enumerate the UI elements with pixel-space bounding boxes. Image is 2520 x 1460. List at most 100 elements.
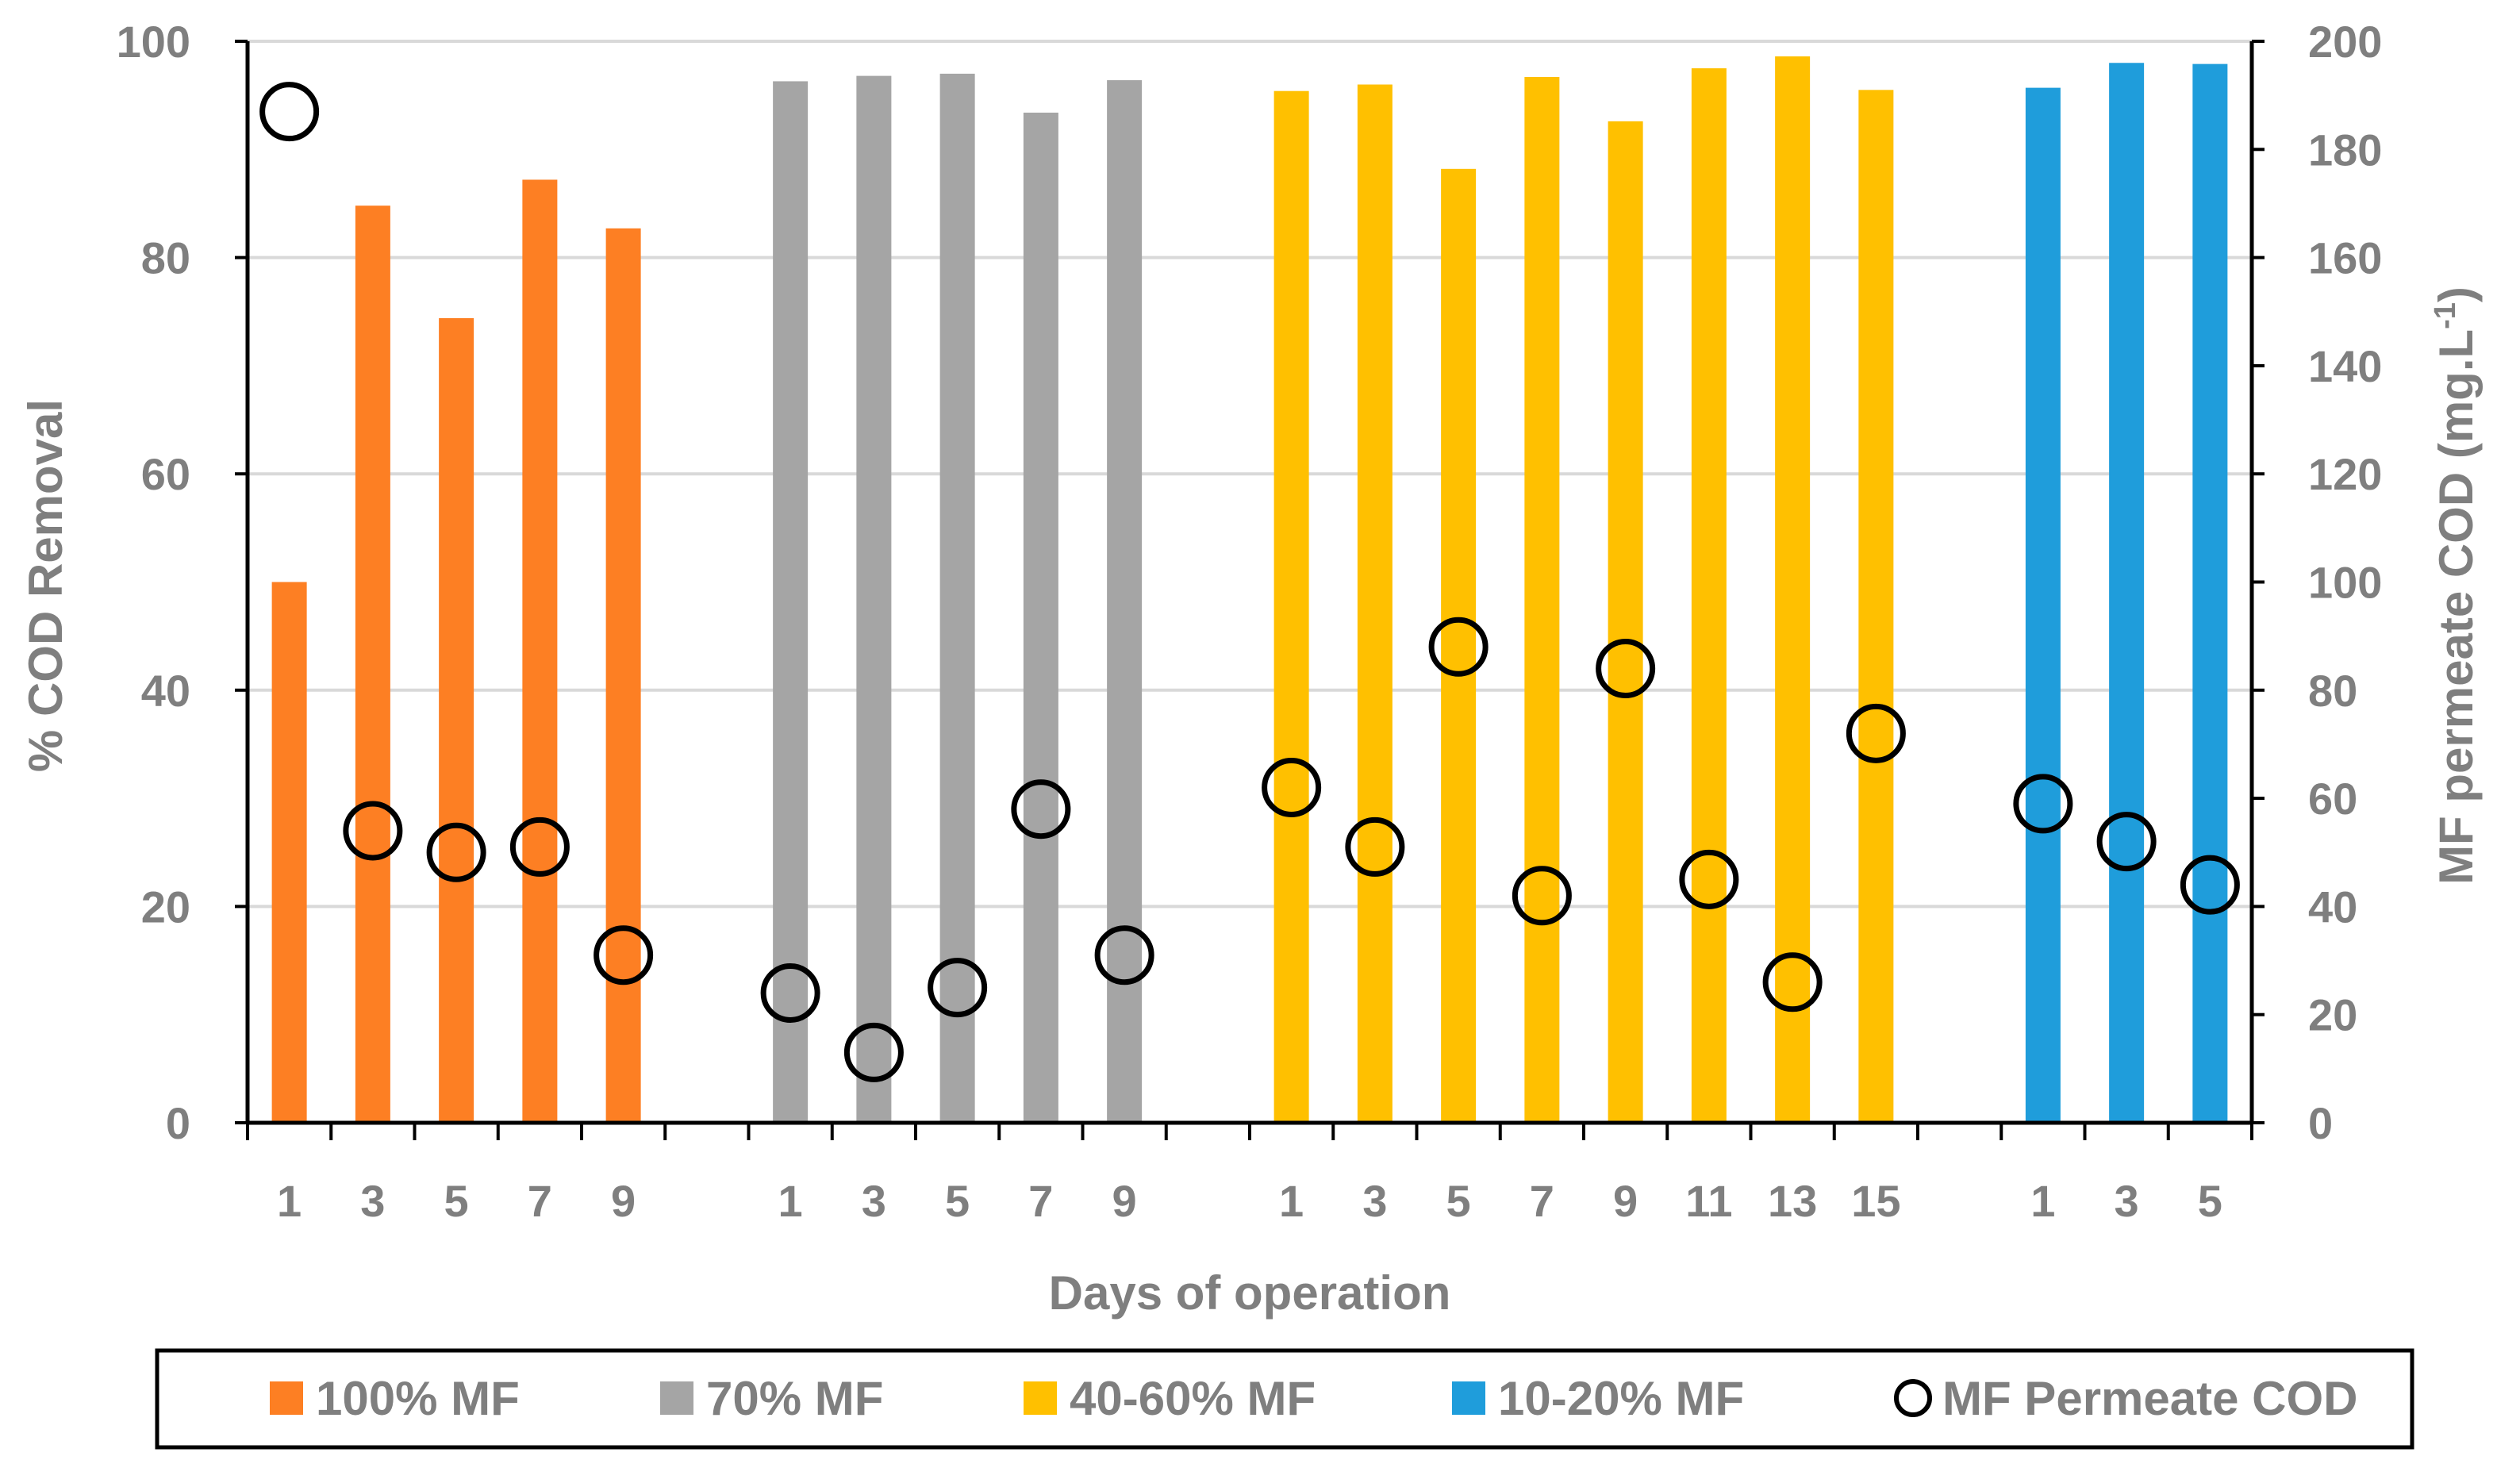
- legend-swatch: [1452, 1381, 1485, 1415]
- permeate-cod-point: [760, 962, 820, 1023]
- gridlines: [248, 40, 2252, 909]
- x-tick-label: 9: [1112, 1176, 1137, 1226]
- x-tick-label: 5: [2198, 1176, 2222, 1226]
- bar: [439, 317, 474, 1124]
- legend-label: MF Permeate COD: [1942, 1372, 2357, 1425]
- legend-marker: [1894, 1379, 1932, 1417]
- y2-tick-label: 60: [2308, 774, 2357, 824]
- bar: [1023, 112, 1058, 1123]
- x-tick-label: 7: [528, 1176, 552, 1226]
- bar: [271, 582, 307, 1123]
- permeate-cod-point: [1262, 757, 1322, 817]
- legend-label: 10-20% MF: [1498, 1372, 1744, 1425]
- bars-group: [271, 56, 2228, 1124]
- x-tick-label: 3: [1362, 1176, 1387, 1226]
- x-tick-label: 3: [862, 1176, 886, 1226]
- permeate-cod-point: [509, 816, 570, 877]
- x-tick-labels: 1 3 5 7 9 1 3 5 7 9 1 3 5 7 9 11 13 15 1 3 5: [277, 1176, 2222, 1226]
- y-tick-label: 60: [141, 449, 190, 499]
- bar: [1273, 90, 1309, 1123]
- permeate-cod-point: [1094, 925, 1154, 986]
- bar: [522, 179, 558, 1124]
- y-tick-label: 20: [141, 882, 190, 932]
- legend-swatch: [270, 1381, 303, 1415]
- bar: [2025, 87, 2061, 1123]
- legend: 100% MF 70% MF 40-60% MF 10-20% MF MF Permea…: [270, 1372, 2357, 1425]
- x-tick-label: 9: [611, 1176, 636, 1226]
- permeate-cod-point: [2096, 812, 2157, 872]
- permeate-cod-point: [259, 82, 320, 142]
- x-tick-label: 11: [1685, 1176, 1732, 1226]
- bar: [939, 73, 975, 1123]
- permeate-cod-point: [843, 1022, 904, 1082]
- y2-tick-label: 200: [2308, 17, 2382, 67]
- y2-tick-label: 0: [2308, 1098, 2333, 1148]
- bar: [1441, 168, 1477, 1124]
- legend-swatch: [660, 1381, 693, 1415]
- bar: [1524, 76, 1560, 1123]
- bar: [1107, 80, 1143, 1124]
- y2-tick-labels: 0 20 40 60 80 100 120 140 160 180 200: [2308, 17, 2382, 1148]
- permeate-cod-point: [928, 958, 988, 1018]
- bar: [856, 75, 892, 1124]
- permeate-cod-points: [259, 82, 2240, 1082]
- y-tick-label: 40: [141, 666, 190, 716]
- x-tick-label: 3: [2115, 1176, 2139, 1226]
- y2-tick-label: 140: [2308, 341, 2382, 391]
- permeate-cod-point: [1762, 952, 1823, 1012]
- x-tick-label: 15: [1851, 1176, 1900, 1226]
- y2-tick-label: 80: [2308, 666, 2357, 716]
- y-tick-label: 80: [141, 233, 190, 283]
- bar: [1357, 84, 1393, 1123]
- y2-axis-label-close: ): [2430, 286, 2483, 302]
- y2-tick-label: 100: [2308, 558, 2382, 608]
- permeate-cod-point: [1512, 866, 1572, 926]
- permeate-cod-point: [1011, 779, 1071, 840]
- y2-tick-label: 160: [2308, 233, 2382, 283]
- bar: [1858, 90, 1894, 1124]
- y-tick-labels: 0 20 40 60 80 100: [117, 17, 190, 1148]
- permeate-cod-point: [1846, 703, 1906, 763]
- x-tick-label: 7: [1028, 1176, 1053, 1226]
- legend-label: 40-60% MF: [1070, 1372, 1316, 1425]
- legend-box: [155, 1348, 2414, 1450]
- x-tick-label: 13: [1768, 1176, 1817, 1226]
- y-axis-label: % COD Removal: [19, 399, 72, 772]
- bar: [355, 206, 390, 1123]
- x-tick-label: 9: [1613, 1176, 1638, 1226]
- x-tick-label: 1: [1279, 1176, 1304, 1226]
- x-tick-label: 5: [945, 1176, 970, 1226]
- y-tick-label: 0: [166, 1098, 190, 1148]
- y2-tick-label: 180: [2308, 125, 2382, 175]
- y-tick-label: 100: [117, 17, 190, 67]
- bar: [2192, 63, 2228, 1123]
- x-tick-label: 5: [1446, 1176, 1471, 1226]
- x-tick-label: 1: [778, 1176, 803, 1226]
- legend-label: 70% MF: [706, 1372, 883, 1425]
- permeate-cod-point: [2180, 855, 2240, 915]
- y2-tick-label: 40: [2308, 882, 2357, 932]
- permeate-cod-point: [1345, 816, 1405, 877]
- bar: [2109, 63, 2145, 1123]
- x-tick-label: 5: [444, 1176, 469, 1226]
- permeate-cod-point: [426, 822, 486, 882]
- legend-swatch: [1024, 1381, 1057, 1415]
- x-tick-label: 1: [277, 1176, 302, 1226]
- bar: [773, 81, 809, 1123]
- permeate-cod-point: [1679, 849, 1739, 909]
- y2-tick-label: 20: [2308, 990, 2357, 1040]
- bar: [605, 228, 641, 1123]
- permeate-cod-point: [2013, 774, 2073, 834]
- bar: [1775, 56, 1811, 1123]
- legend-label: 100% MF: [316, 1372, 520, 1425]
- bar: [1608, 121, 1643, 1123]
- y2-axis-label-superscript: -1: [2429, 302, 2462, 329]
- permeate-cod-point: [343, 801, 403, 861]
- bar: [1691, 68, 1727, 1124]
- permeate-cod-point: [1596, 639, 1656, 699]
- y2-axis-label-main: MF permeate COD (mg.L: [2430, 329, 2483, 885]
- axes-group: [235, 40, 2265, 1140]
- x-tick-label: 7: [1530, 1176, 1554, 1226]
- y2-axis-label: MF permeate COD (mg.L-1): [2429, 286, 2483, 885]
